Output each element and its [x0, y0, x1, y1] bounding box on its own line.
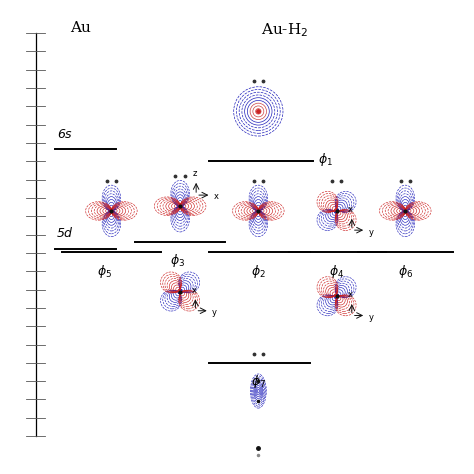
Text: x: x: [348, 205, 353, 214]
Text: y: y: [368, 313, 374, 322]
Text: 5d: 5d: [57, 228, 73, 240]
Text: x: x: [191, 286, 197, 295]
Text: $\phi_7$: $\phi_7$: [251, 373, 266, 390]
Text: $\phi_4$: $\phi_4$: [329, 263, 344, 280]
Text: $\phi_1$: $\phi_1$: [318, 151, 333, 168]
Text: $\phi_2$: $\phi_2$: [251, 263, 266, 280]
Text: $\phi_6$: $\phi_6$: [398, 263, 413, 280]
Text: $\phi_5$: $\phi_5$: [97, 263, 112, 280]
Text: y: y: [212, 308, 217, 317]
Text: 6s: 6s: [57, 128, 72, 141]
Text: $\phi_3$: $\phi_3$: [170, 252, 185, 269]
Text: z: z: [192, 169, 197, 178]
Text: x: x: [348, 291, 353, 300]
Text: y: y: [368, 228, 374, 237]
Text: Au: Au: [70, 21, 91, 36]
Text: Au-H$_2$: Au-H$_2$: [261, 21, 308, 39]
Text: x: x: [214, 192, 219, 201]
